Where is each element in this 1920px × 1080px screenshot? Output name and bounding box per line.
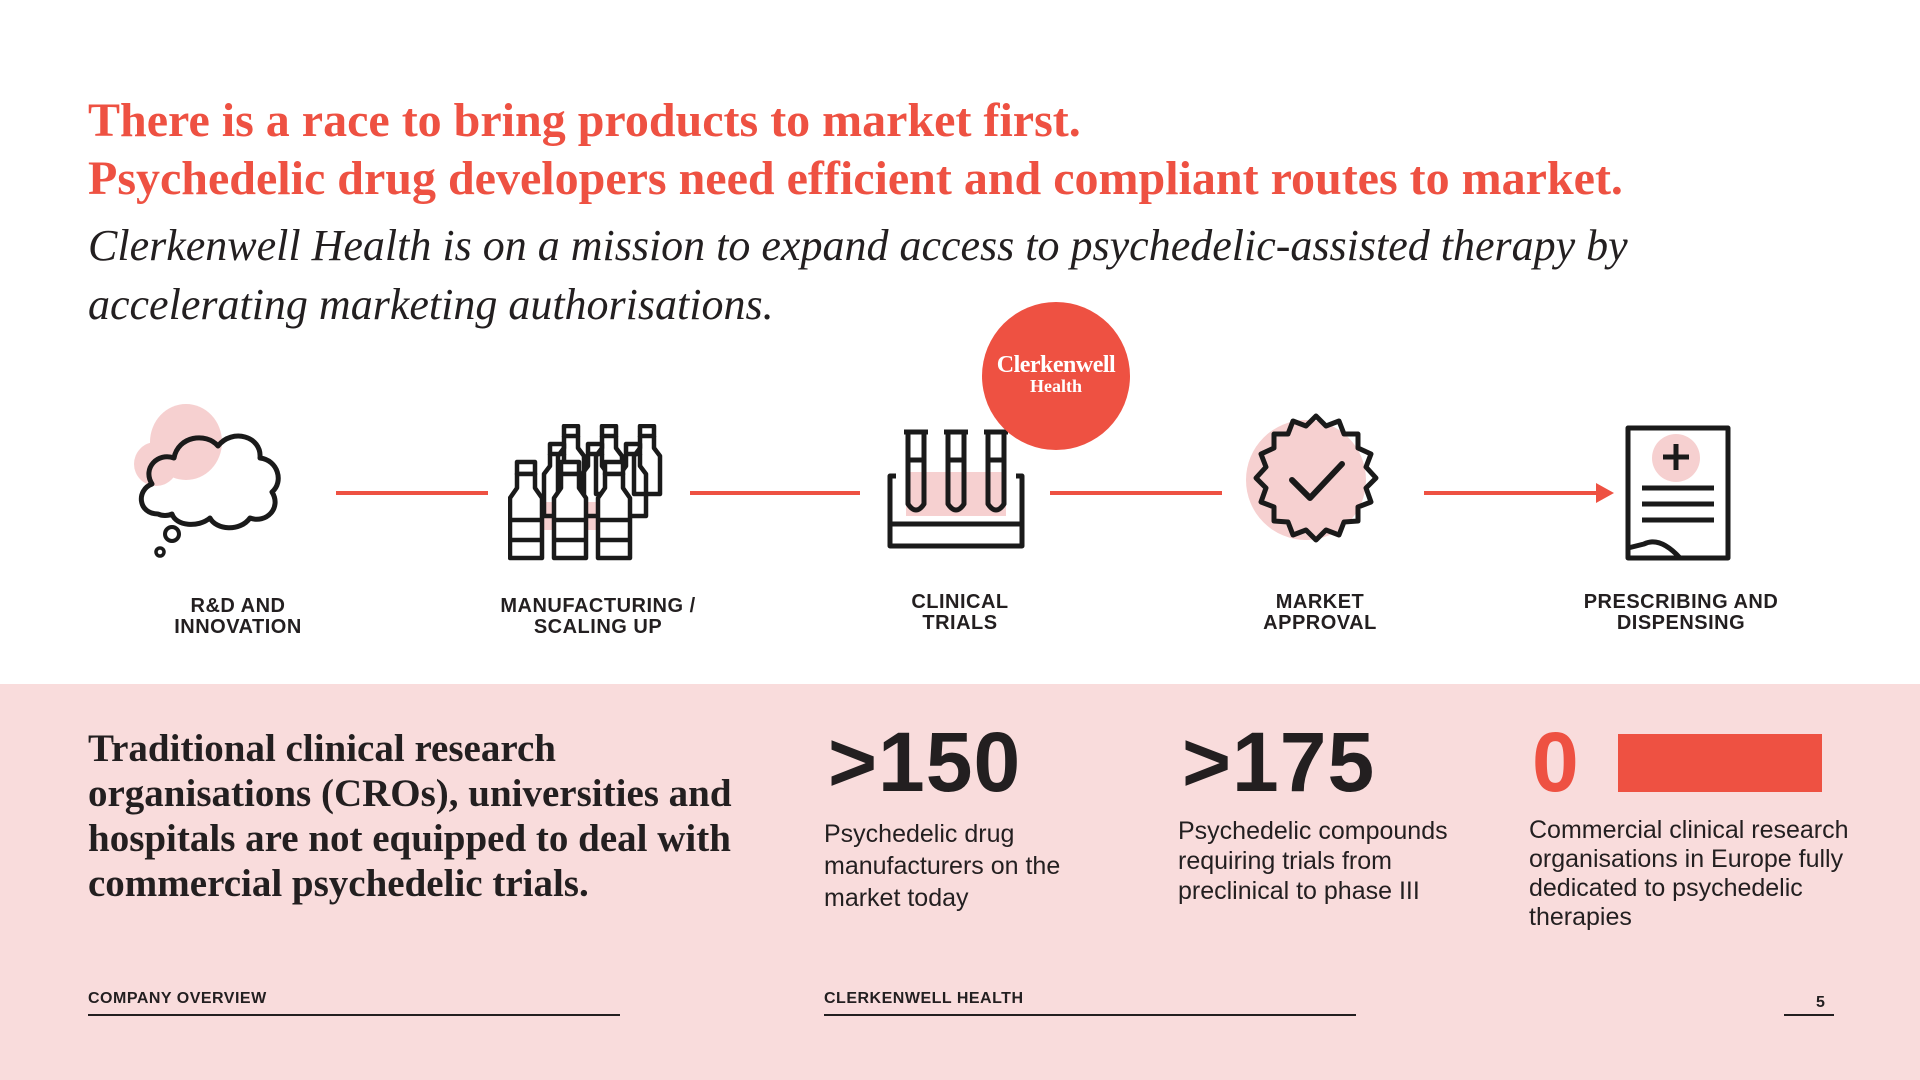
clerkenwell-logo: Clerkenwell Health xyxy=(982,302,1130,450)
prescription-icon xyxy=(1625,425,1731,561)
step-label-line-2: SCALING UP xyxy=(533,616,663,638)
step-label-line-2: APPROVAL xyxy=(1263,612,1377,634)
stat-description-compounds: Psychedelic compounds requiring trials f… xyxy=(1178,817,1448,905)
connector-1 xyxy=(336,491,488,495)
stat-description-cros: Commercial clinical research organisatio… xyxy=(1529,816,1849,931)
step-label-market-approval: MARKET APPROVAL xyxy=(1170,592,1470,634)
page-number: 5 xyxy=(1816,994,1826,1011)
logo-line-1: Clerkenwell xyxy=(996,352,1116,378)
bottles-icon xyxy=(508,424,663,561)
stat-number-cros: 0 xyxy=(1532,715,1580,809)
step-label-line-1: CLINICAL xyxy=(911,591,1009,613)
step-label-clinical-trials: CLINICAL TRIALS xyxy=(810,592,1110,634)
arrow-head-icon xyxy=(1596,483,1614,503)
headline-line-1: There is a race to bring products to mar… xyxy=(88,94,1081,147)
step-label-line-1: MANUFACTURING / xyxy=(500,595,696,617)
stat-number-manufacturers: >150 xyxy=(828,715,1022,809)
logo-line-2: Health xyxy=(1030,376,1082,396)
mission-statement: Clerkenwell Health is on a mission to ex… xyxy=(88,221,1628,329)
bottom-statement: Traditional clinical research organisati… xyxy=(88,727,732,905)
headline-line-2: Psychedelic drug developers need efficie… xyxy=(88,152,1623,205)
test-tubes-icon xyxy=(887,429,1025,549)
step-label-prescribing: PRESCRIBING AND DISPENSING xyxy=(1531,592,1831,634)
connector-2 xyxy=(690,491,860,495)
connector-3 xyxy=(1050,491,1222,495)
step-label-manufacturing: MANUFACTURING / SCALING UP xyxy=(448,596,748,638)
stat-description-manufacturers: Psychedelic drug manufacturers on the ma… xyxy=(824,820,1061,912)
step-label-rnd: R&D AND INNOVATION xyxy=(88,596,388,638)
step-label-line-1: PRESCRIBING AND xyxy=(1583,591,1779,613)
step-label-line-1: MARKET xyxy=(1275,591,1365,613)
footer-line-left xyxy=(88,1014,620,1016)
stat-number-compounds: >175 xyxy=(1182,715,1376,809)
footer-line-center xyxy=(824,1014,1356,1016)
approval-badge-icon xyxy=(1246,413,1379,543)
footer-clerkenwell-health: CLERKENWELL HEALTH xyxy=(824,990,1024,1007)
step-label-line-2: TRIALS xyxy=(922,612,998,634)
stat-bar-cros xyxy=(1618,734,1822,792)
page-headline: There is a race to bring products to mar… xyxy=(88,92,1868,208)
step-label-line-2: INNOVATION xyxy=(174,616,302,638)
step-label-line-2: DISPENSING xyxy=(1616,612,1746,634)
step-label-line-1: R&D AND xyxy=(190,595,286,617)
footer-company-overview: COMPANY OVERVIEW xyxy=(88,990,267,1007)
footer-line-right xyxy=(1784,1014,1834,1016)
connector-4 xyxy=(1424,491,1604,495)
thought-cloud-icon xyxy=(134,404,281,558)
